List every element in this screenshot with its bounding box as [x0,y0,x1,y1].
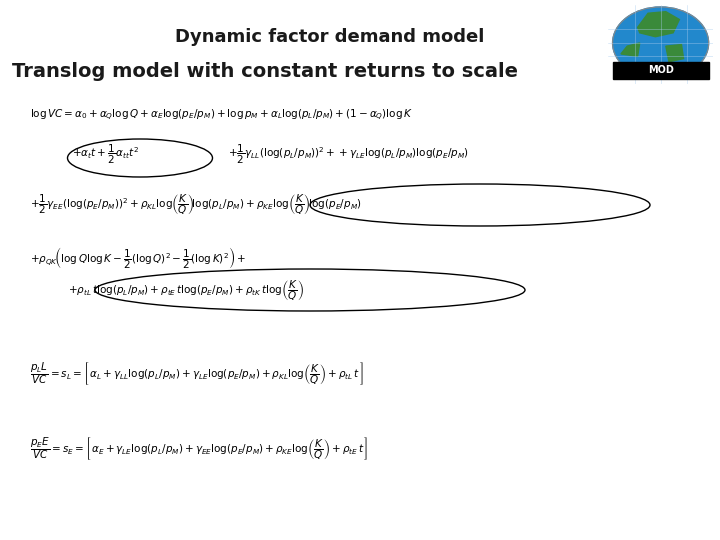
Text: $+ \rho_{tL}\, t\log(p_L / p_M) + \rho_{tE}\, t\log(p_E / p_M) + \rho_{tK}\, t\l: $+ \rho_{tL}\, t\log(p_L / p_M) + \rho_{… [68,278,304,303]
Text: $\dfrac{p_E E}{VC} = s_E = \left[\, \alpha_E + \gamma_{LE} \log(p_L / p_M) + \ga: $\dfrac{p_E E}{VC} = s_E = \left[\, \alp… [30,435,369,462]
Text: $\log VC = \alpha_0 + \alpha_Q \log Q + \alpha_E \log(p_E / p_M) + \log p_M + \a: $\log VC = \alpha_0 + \alpha_Q \log Q + … [30,108,413,123]
Text: $+ \dfrac{1}{2}\gamma_{LL}(\log(p_L / p_M))^2 + +\gamma_{LE} \log(p_L / p_M)\log: $+ \dfrac{1}{2}\gamma_{LL}(\log(p_L / p_… [228,143,469,166]
Text: $\dfrac{p_L L}{VC} = s_L = \left[\, \alpha_L + \gamma_{LL} \log(p_L / p_M) + \ga: $\dfrac{p_L L}{VC} = s_L = \left[\, \alp… [30,360,364,387]
Circle shape [613,7,708,79]
Polygon shape [666,44,683,62]
Text: MOD: MOD [648,65,673,76]
Text: Dynamic factor demand model: Dynamic factor demand model [175,28,485,46]
Polygon shape [621,43,640,56]
Bar [613,62,708,79]
Text: $+ \dfrac{1}{2}\gamma_{EE}(\log(p_E / p_M))^2 + \rho_{KL} \log\!\left(\dfrac{K}{: $+ \dfrac{1}{2}\gamma_{EE}(\log(p_E / p_… [30,192,361,217]
Text: $+ \alpha_t t + \dfrac{1}{2}\alpha_{tt}t^2$: $+ \alpha_t t + \dfrac{1}{2}\alpha_{tt}t… [72,143,139,166]
Polygon shape [638,12,680,37]
Text: Translog model with constant returns to scale: Translog model with constant returns to … [12,62,518,81]
Text: $+ \rho_{QK}\!\left(\log Q \log K - \dfrac{1}{2}(\log Q)^2 - \dfrac{1}{2}(\log K: $+ \rho_{QK}\!\left(\log Q \log K - \dfr… [30,245,246,271]
